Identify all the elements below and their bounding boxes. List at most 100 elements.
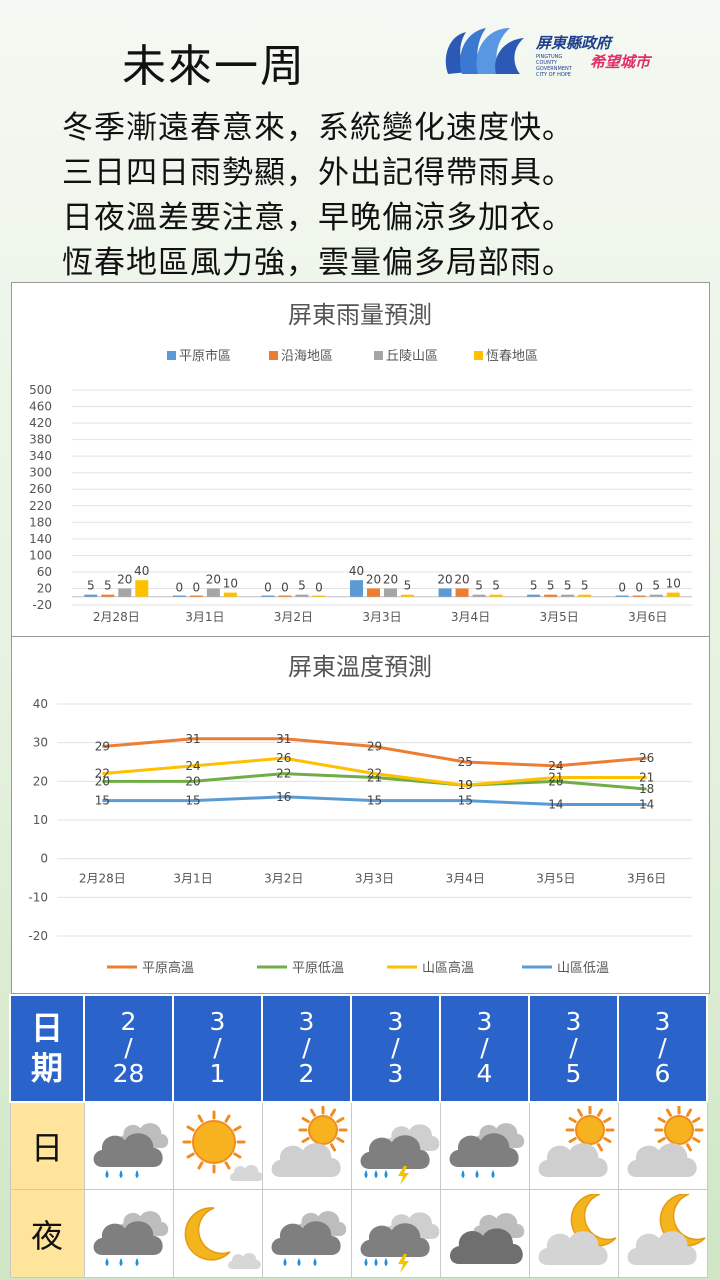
data-label: 29: [367, 740, 382, 754]
date-part: /: [124, 1033, 133, 1063]
sun-ray: [568, 1117, 577, 1124]
bar: [455, 588, 469, 597]
cloud-rain-icon: [93, 1123, 168, 1179]
forecast-cell: [439, 1189, 530, 1278]
sun-ray: [657, 1137, 666, 1144]
cloud-shape: [449, 1133, 519, 1168]
cloud-shape: [227, 1252, 261, 1269]
y-tick-label: 0: [40, 852, 48, 866]
bar: [489, 594, 503, 597]
data-label: 15: [458, 794, 473, 808]
cloud-shape: [271, 1220, 341, 1255]
legend-label: 平原高溫: [142, 960, 194, 976]
forecast-cell: [617, 1189, 708, 1278]
sun-disc: [663, 1115, 694, 1146]
y-tick-label: 100: [29, 548, 52, 562]
poem-line: 三日四日雨勢顯，外出記得帶雨具。: [62, 155, 574, 191]
rain-drop: [364, 1257, 367, 1266]
forecast-poem: 冬季漸遠春意來，系統變化速度快。 三日四日雨勢顯，外出記得帶雨具。 日夜溫差要注…: [62, 106, 574, 286]
data-label: 21: [639, 770, 654, 784]
data-label: 24: [548, 759, 563, 773]
data-label: 22: [95, 767, 110, 781]
bar: [189, 595, 203, 597]
partly-sunny-icon: [627, 1106, 703, 1178]
x-tick-label: 2月28日: [93, 610, 140, 624]
forecast-cell: [528, 1189, 619, 1278]
data-label: 0: [281, 581, 289, 595]
forecast-cell: [617, 1101, 708, 1191]
data-label: 5: [104, 579, 112, 593]
bar: [649, 594, 663, 597]
chart-title: 屏東溫度預測: [288, 653, 432, 681]
y-tick-label: 180: [29, 515, 52, 529]
x-tick-label: 3月1日: [185, 610, 224, 624]
date-part: /: [480, 1033, 489, 1063]
cloud-shape: [360, 1222, 430, 1257]
cloudy-icon: [449, 1212, 524, 1264]
bar: [615, 595, 629, 597]
bar: [632, 595, 646, 597]
poem-line: 恆春地區風力強，雲量偏多局部雨。: [62, 245, 574, 281]
thunderstorm-icon: [360, 1211, 439, 1273]
date-part: 3: [654, 1007, 671, 1037]
bar: [544, 594, 558, 597]
x-tick-label: 2月28日: [79, 872, 126, 886]
partly-sunny-icon: [538, 1106, 614, 1178]
cloud-shape: [93, 1133, 163, 1168]
y-tick-label: 460: [29, 400, 52, 414]
sun-ray: [576, 1108, 583, 1117]
date-part: /: [658, 1033, 667, 1063]
sun-disc: [307, 1115, 338, 1146]
x-tick-label: 3月2日: [274, 610, 313, 624]
rain-drop: [135, 1170, 138, 1179]
temperature-chart-panel: 屏東溫度預測 40 30 20 10 0 -10 -20 2月28日 3月1日 3月2日 3月3日 3月…: [11, 636, 710, 994]
data-label: 10: [223, 577, 238, 591]
x-tick-label: 3月6日: [627, 872, 666, 886]
lightning-bolt: [397, 1253, 409, 1273]
date-header: 3/5: [528, 994, 619, 1103]
date-part: /: [391, 1033, 400, 1063]
forecast-cell: [261, 1189, 352, 1278]
sun-ray: [224, 1161, 230, 1170]
date-header: 3/3: [350, 994, 441, 1103]
data-label: 5: [581, 579, 589, 593]
bar: [384, 588, 397, 597]
sun-ray: [197, 1161, 203, 1170]
bar: [312, 595, 326, 597]
data-label: 25: [458, 755, 473, 769]
cloud-shape: [229, 1165, 262, 1182]
sun-ray: [329, 1108, 336, 1117]
bar: [261, 595, 275, 597]
date-part: 3: [209, 1007, 226, 1037]
data-label: 5: [492, 579, 500, 593]
date-header-label: 日期: [9, 994, 85, 1103]
rain-drop: [374, 1170, 377, 1179]
sun-ray: [301, 1117, 310, 1124]
y-tick-label: 340: [29, 449, 52, 463]
rainfall-chart-panel: 屏東雨量預測 平原市區 沿海地區 丘陵山區 恆春地區 500 460 420 380 340 300…: [11, 282, 710, 638]
bar: [101, 594, 115, 597]
data-label: 0: [176, 581, 184, 595]
data-label: 5: [404, 579, 412, 593]
date-part: /: [213, 1033, 222, 1063]
sun-ray: [186, 1152, 195, 1159]
bar: [438, 588, 452, 597]
data-label: 15: [95, 794, 110, 808]
legend-label: 山區高溫: [422, 960, 474, 976]
y-tick-label: 140: [29, 532, 52, 546]
sun-ray: [691, 1137, 700, 1144]
forecast-cell: [350, 1189, 441, 1278]
legend-swatch: [474, 351, 483, 360]
data-label: 20: [117, 572, 132, 586]
y-tick-label: 500: [29, 383, 52, 397]
rain-drop: [475, 1170, 478, 1179]
data-label: 20: [366, 572, 381, 586]
bar: [367, 588, 380, 597]
y-tick-label: 220: [29, 499, 52, 513]
date-part: 3: [387, 1059, 404, 1089]
temperature-chart: 屏東溫度預測 40 30 20 10 0 -10 -20 2月28日 3月1日 3月2日 3月3日 3月…: [28, 653, 692, 976]
bar: [118, 588, 132, 597]
x-tick-label: 3月6日: [628, 610, 667, 624]
x-tick-label: 3月5日: [540, 610, 579, 624]
